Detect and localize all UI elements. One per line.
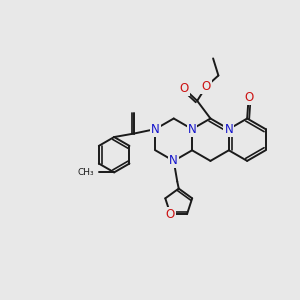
Text: CH₃: CH₃ (77, 168, 94, 177)
Text: N: N (169, 154, 178, 167)
Text: O: O (244, 91, 253, 104)
Text: O: O (201, 80, 211, 93)
Text: N: N (224, 123, 233, 136)
Text: O: O (179, 82, 189, 95)
Text: O: O (85, 166, 94, 179)
Text: O: O (166, 208, 175, 220)
Text: N: N (188, 123, 197, 136)
Text: N: N (151, 123, 160, 136)
